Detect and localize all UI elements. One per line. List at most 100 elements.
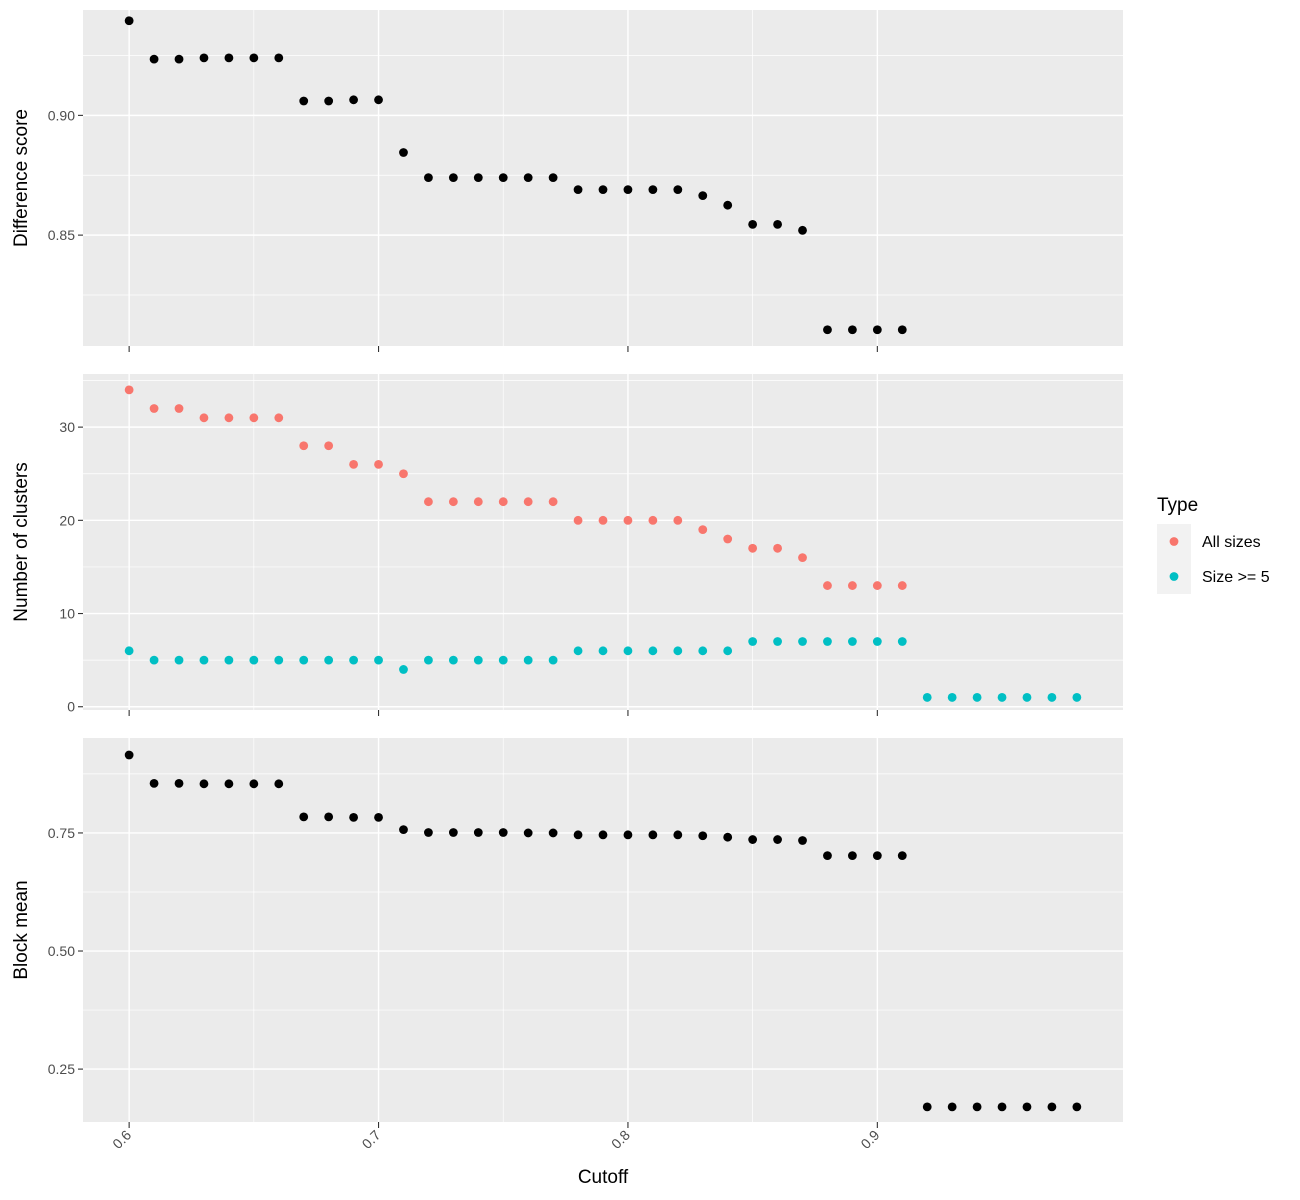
x-axis-title: Cutoff — [578, 1167, 629, 1188]
data-point — [124, 16, 134, 26]
x-tick-label: 0.8 — [608, 1127, 633, 1152]
x-axis: 0.6 0.7 0.8 0.9 — [109, 1127, 882, 1152]
data-point — [623, 830, 633, 840]
data-point — [748, 637, 758, 646]
data-point — [623, 515, 633, 525]
legend-entry: Size >= 5 — [1157, 559, 1270, 594]
data-point — [1072, 693, 1082, 702]
data-point — [872, 325, 882, 335]
y-axis-title: Block mean — [11, 880, 32, 979]
panel-difference: 0.85 0.90 Difference score — [11, 10, 1123, 352]
data-point — [424, 655, 433, 665]
data-point — [972, 1102, 982, 1112]
data-point — [648, 646, 658, 656]
data-point — [548, 655, 558, 665]
y-tick-label: 0 — [67, 699, 75, 715]
data-point — [174, 655, 184, 665]
legend-label: Size >= 5 — [1202, 569, 1270, 586]
data-point — [498, 173, 508, 183]
data-point — [723, 646, 733, 656]
data-point — [349, 655, 358, 665]
x-tick-label: 0.9 — [857, 1127, 882, 1152]
data-point — [174, 54, 184, 64]
data-point — [673, 185, 683, 195]
data-point — [399, 665, 408, 674]
data-point — [299, 812, 309, 822]
data-point — [224, 413, 234, 423]
data-point — [399, 148, 408, 157]
data-point — [249, 779, 259, 789]
data-point — [424, 173, 433, 183]
data-point — [424, 497, 433, 507]
series — [124, 385, 907, 590]
data-point — [399, 825, 408, 835]
data-point — [324, 655, 334, 665]
y-axis: 0.85 0.90 — [48, 107, 83, 243]
data-point — [224, 655, 234, 665]
data-point — [448, 173, 458, 183]
data-point — [947, 693, 957, 702]
data-point — [673, 515, 683, 525]
data-point — [498, 828, 508, 837]
data-point — [299, 441, 309, 451]
data-point — [897, 637, 907, 646]
data-point — [448, 497, 458, 507]
data-point — [199, 53, 209, 63]
data-point — [274, 413, 284, 423]
data-point — [199, 779, 209, 789]
y-tick-label: 30 — [59, 419, 75, 435]
data-point — [448, 655, 458, 665]
data-point — [349, 95, 358, 105]
data-point — [748, 835, 758, 844]
data-point — [1047, 1102, 1057, 1112]
data-point — [698, 646, 708, 656]
legend: Type All sizes Size >= 5 — [1157, 495, 1270, 594]
data-point — [648, 185, 658, 195]
y-tick-label: 0.50 — [48, 943, 75, 959]
series — [124, 637, 1082, 702]
data-point — [798, 225, 807, 235]
data-point — [523, 655, 533, 665]
data-point — [848, 637, 857, 646]
data-point — [249, 53, 259, 63]
data-point — [448, 828, 458, 837]
data-point — [848, 581, 857, 590]
data-point — [573, 646, 583, 656]
data-point — [823, 637, 832, 646]
panel-background — [83, 374, 1123, 710]
data-point — [872, 851, 882, 861]
y-tick-label: 10 — [59, 606, 75, 622]
data-point — [324, 96, 334, 106]
data-point — [823, 851, 832, 861]
data-point — [773, 835, 782, 844]
y-axis: 0 10 20 30 — [59, 419, 83, 715]
legend-title: Type — [1157, 495, 1198, 516]
x-tick-label: 0.7 — [359, 1127, 384, 1152]
data-point — [598, 515, 608, 525]
data-point — [149, 54, 159, 64]
data-point — [1047, 693, 1057, 702]
data-point — [823, 325, 832, 335]
data-point — [798, 637, 807, 646]
data-point — [848, 851, 857, 861]
data-point — [199, 413, 209, 423]
data-point — [947, 1102, 957, 1112]
data-point — [399, 469, 408, 479]
data-point — [972, 693, 982, 702]
data-point — [1022, 693, 1032, 702]
data-point — [723, 832, 733, 842]
y-tick-label: 0.25 — [48, 1061, 75, 1077]
data-point — [124, 646, 134, 656]
y-axis: 0.25 0.50 0.75 — [48, 825, 83, 1077]
panels-layer: 0.85 0.90 Difference score 0 10 20 30 Number of… — [11, 10, 1123, 1128]
data-point — [374, 812, 383, 822]
data-point — [723, 534, 733, 544]
data-point — [773, 543, 782, 553]
data-point — [324, 812, 334, 822]
panel-background — [83, 10, 1123, 346]
data-point — [573, 515, 583, 525]
data-point — [673, 646, 683, 656]
legend-label: All sizes — [1202, 534, 1261, 551]
data-point — [698, 831, 708, 841]
data-point — [523, 497, 533, 507]
